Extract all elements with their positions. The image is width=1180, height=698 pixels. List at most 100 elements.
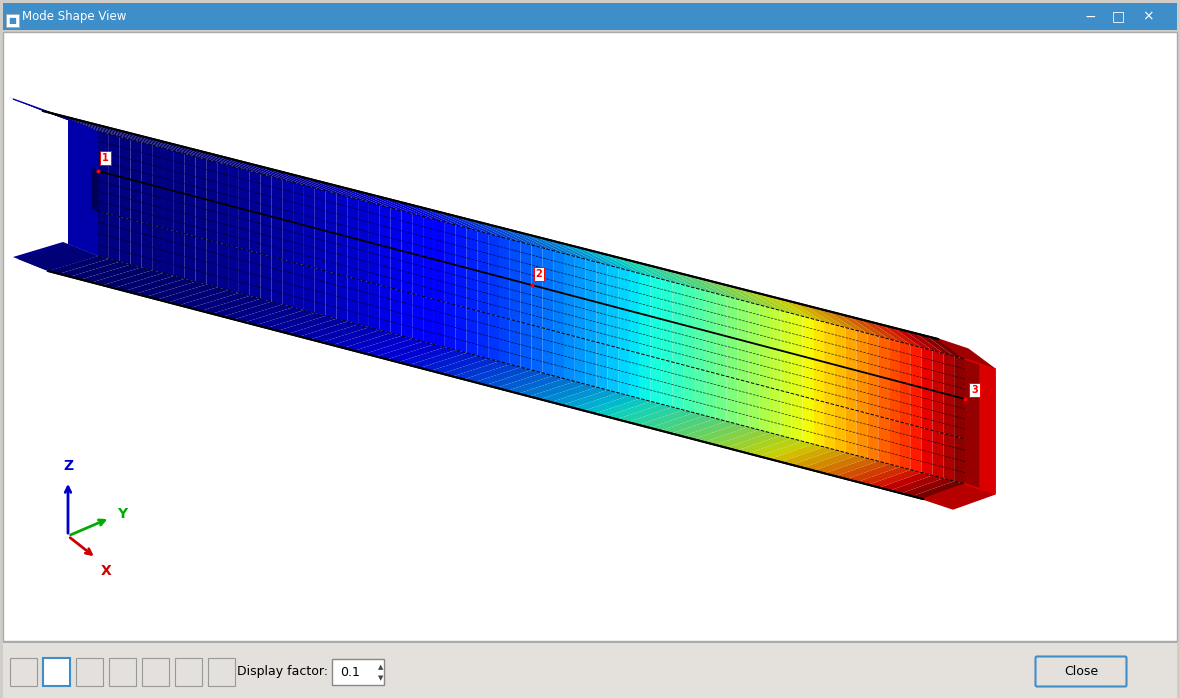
Polygon shape <box>890 339 900 382</box>
Polygon shape <box>250 251 261 299</box>
Polygon shape <box>727 296 738 339</box>
Polygon shape <box>289 174 347 197</box>
Polygon shape <box>185 154 196 197</box>
Polygon shape <box>649 413 704 431</box>
Polygon shape <box>531 245 543 288</box>
Polygon shape <box>507 376 564 394</box>
Polygon shape <box>943 433 955 481</box>
Polygon shape <box>441 359 499 376</box>
Polygon shape <box>513 231 564 253</box>
Polygon shape <box>217 242 228 290</box>
Polygon shape <box>650 276 662 319</box>
Text: Display factor:: Display factor: <box>237 665 328 678</box>
Polygon shape <box>412 294 424 341</box>
Polygon shape <box>781 447 835 465</box>
Polygon shape <box>489 313 499 362</box>
Polygon shape <box>585 299 597 342</box>
Polygon shape <box>391 208 401 251</box>
Polygon shape <box>190 293 250 311</box>
Polygon shape <box>212 299 271 317</box>
Polygon shape <box>868 470 922 488</box>
Polygon shape <box>867 334 878 376</box>
Polygon shape <box>902 478 955 496</box>
Polygon shape <box>142 142 152 185</box>
Polygon shape <box>638 410 694 428</box>
Polygon shape <box>669 271 716 293</box>
Polygon shape <box>157 285 217 302</box>
Polygon shape <box>904 330 943 353</box>
Polygon shape <box>658 268 704 290</box>
Polygon shape <box>109 214 119 262</box>
Polygon shape <box>485 370 543 388</box>
Polygon shape <box>13 242 98 271</box>
Text: −: − <box>1084 10 1096 24</box>
Polygon shape <box>244 163 304 185</box>
Polygon shape <box>835 325 846 368</box>
Polygon shape <box>781 350 792 394</box>
Polygon shape <box>455 305 466 353</box>
Polygon shape <box>293 222 304 265</box>
Polygon shape <box>524 234 575 256</box>
Polygon shape <box>92 267 152 285</box>
Polygon shape <box>401 251 412 294</box>
Polygon shape <box>358 239 369 282</box>
Polygon shape <box>48 256 109 274</box>
Polygon shape <box>640 274 650 316</box>
Polygon shape <box>857 410 867 459</box>
Polygon shape <box>103 270 163 288</box>
Polygon shape <box>228 165 238 208</box>
Polygon shape <box>857 330 867 373</box>
Polygon shape <box>575 336 585 385</box>
Polygon shape <box>813 359 824 402</box>
Polygon shape <box>716 373 727 422</box>
Polygon shape <box>144 137 206 160</box>
Polygon shape <box>857 371 867 413</box>
Polygon shape <box>683 325 694 368</box>
Polygon shape <box>109 134 119 177</box>
Polygon shape <box>900 342 911 385</box>
Polygon shape <box>608 265 618 308</box>
Bar <box>109 658 136 686</box>
Polygon shape <box>694 424 748 442</box>
Polygon shape <box>736 288 781 311</box>
Polygon shape <box>354 336 412 354</box>
Polygon shape <box>358 200 369 242</box>
Text: ×: × <box>1142 10 1154 24</box>
Polygon shape <box>122 131 185 154</box>
Polygon shape <box>890 419 900 467</box>
Polygon shape <box>434 211 489 234</box>
Polygon shape <box>261 254 271 302</box>
Polygon shape <box>704 427 759 445</box>
Polygon shape <box>510 319 520 367</box>
Polygon shape <box>683 365 694 413</box>
Polygon shape <box>727 336 738 379</box>
Polygon shape <box>748 302 759 345</box>
Polygon shape <box>322 182 380 205</box>
Polygon shape <box>922 428 932 475</box>
Polygon shape <box>553 251 564 294</box>
Polygon shape <box>304 185 315 228</box>
Polygon shape <box>380 245 391 288</box>
Polygon shape <box>222 156 282 179</box>
Polygon shape <box>250 171 261 214</box>
Polygon shape <box>846 464 900 482</box>
Polygon shape <box>301 177 358 200</box>
Polygon shape <box>955 436 965 484</box>
Polygon shape <box>478 311 489 359</box>
Polygon shape <box>315 268 326 316</box>
Polygon shape <box>173 191 185 234</box>
Polygon shape <box>662 279 673 322</box>
Polygon shape <box>860 319 900 342</box>
Polygon shape <box>326 191 336 234</box>
Polygon shape <box>282 179 293 222</box>
Polygon shape <box>113 273 173 291</box>
Polygon shape <box>771 296 813 319</box>
Polygon shape <box>531 285 543 328</box>
Polygon shape <box>605 401 662 419</box>
Polygon shape <box>781 299 824 322</box>
Polygon shape <box>98 171 109 214</box>
Polygon shape <box>911 345 922 387</box>
Polygon shape <box>878 376 890 419</box>
Polygon shape <box>543 248 553 290</box>
Polygon shape <box>206 160 217 202</box>
